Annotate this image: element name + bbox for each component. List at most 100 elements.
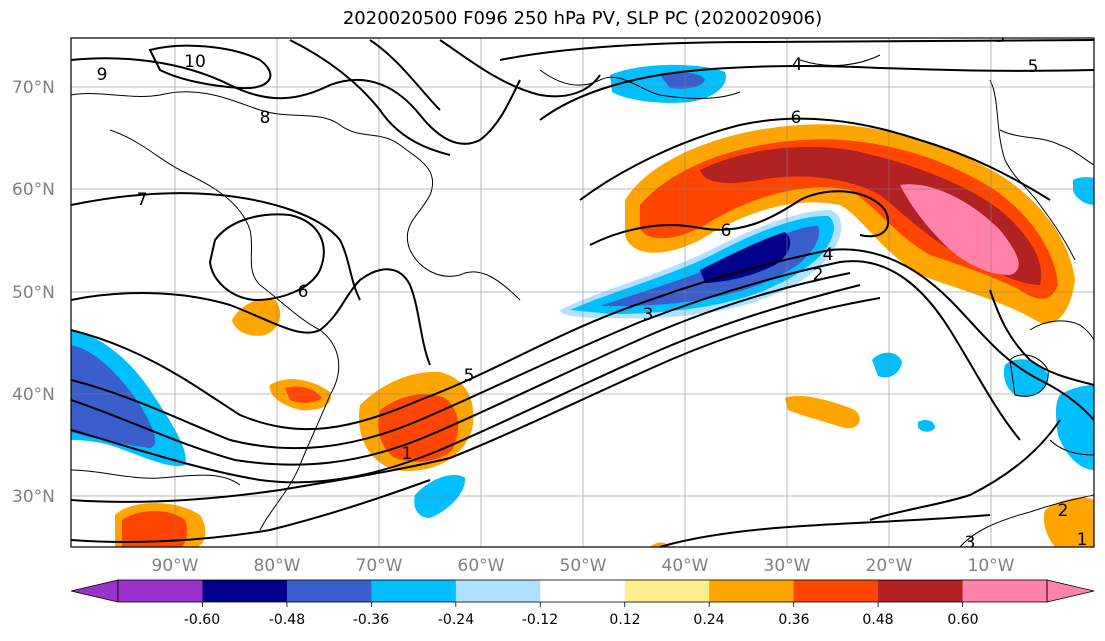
slp-contour	[539, 64, 1094, 121]
slp-contour	[71, 297, 881, 503]
slp-contour	[71, 57, 521, 145]
colorbar-tick-label: -0.12	[522, 612, 558, 628]
colorbar-extend-max	[1046, 579, 1095, 603]
lon-label: 20°W	[866, 556, 913, 576]
anomaly-east-edge	[1055, 385, 1094, 470]
colorbar-cell	[709, 580, 795, 602]
slp-contour	[869, 419, 1061, 521]
anomaly-small-4	[918, 420, 935, 432]
slp-contour	[659, 514, 991, 547]
slp-contour	[589, 190, 890, 246]
colorbar-cell	[202, 580, 288, 602]
colorbar-cell	[455, 580, 541, 602]
map-frame	[70, 37, 1095, 548]
lat-label: 40°N	[12, 385, 55, 405]
longitude-labels: 90°W 80°W 70°W 60°W 50°W 40°W 30°W 20°W …	[152, 556, 1015, 576]
lon-label: 50°W	[560, 556, 607, 576]
slp-contour	[499, 39, 1094, 61]
colorbar-cell	[962, 580, 1048, 602]
coast-france	[1029, 320, 1094, 341]
lat-label: 50°N	[12, 283, 55, 303]
anomaly-pink	[900, 184, 1019, 275]
contour-label: 2	[1058, 501, 1069, 521]
anomaly-se-corner	[1043, 497, 1094, 547]
contour-label: 5	[464, 366, 475, 386]
slp-contour	[71, 248, 1094, 431]
coast-hudson	[109, 129, 261, 286]
colorbar-cell	[624, 580, 710, 602]
contour-label: 1	[402, 444, 413, 464]
slp-contour	[71, 192, 361, 301]
contour-label: 6	[298, 282, 309, 302]
contour-label: 6	[721, 221, 732, 241]
anomaly-gulf-core	[122, 511, 188, 547]
contour-label: 4	[823, 245, 834, 265]
colorbar-tick-label: -0.60	[184, 612, 220, 628]
colorbar-outline	[117, 579, 1048, 603]
colorbar-tick-label: -0.36	[353, 612, 389, 628]
map-title: 2020020500 F096 250 hPa PV, SLP PC (2020…	[342, 8, 823, 29]
colorbar-cell	[371, 580, 457, 602]
coast-med	[1049, 439, 1094, 456]
colorbar-tick-label: 0.36	[778, 612, 809, 628]
slp-contour	[71, 479, 431, 543]
slp-contours	[71, 39, 1094, 547]
slp-contour	[289, 39, 451, 156]
colorbar-cells	[70, 579, 1095, 603]
slp-contour	[148, 44, 272, 90]
contour-label: 10	[184, 52, 206, 72]
coast-us-east	[259, 284, 340, 531]
slp-contour	[439, 39, 601, 98]
colorbar-tick-label: 0.60	[947, 612, 978, 628]
anomaly-small-1	[414, 474, 466, 518]
colorbar-cell	[878, 580, 964, 602]
map-background	[71, 38, 1094, 547]
anomaly-west-blue	[71, 345, 156, 448]
colorbar-tick-label: 0.12	[609, 612, 640, 628]
colorbar-tick-labels: -0.60 -0.48 -0.36 -0.24 -0.12 0.12 0.24 …	[184, 612, 979, 628]
lon-label: 70°W	[356, 556, 403, 576]
lat-label: 30°N	[12, 487, 55, 507]
lon-label: 10°W	[968, 556, 1015, 576]
colorbar-tick-label: -0.48	[269, 612, 305, 628]
contour-label: 1	[1077, 530, 1088, 550]
latitude-labels: 70°N 60°N 50°N 40°N 30°N	[12, 78, 55, 507]
anomaly-east-us-core	[285, 386, 322, 403]
slp-contour	[208, 213, 325, 302]
coast-gulf	[71, 469, 241, 486]
contour-label: 6	[791, 108, 802, 128]
contour-label: 9	[97, 65, 108, 85]
slp-contour	[71, 284, 861, 484]
coast-greenland-east	[799, 54, 881, 66]
map-layers: 10 9 8 7 6 6 6 5 5 4 4 3 2 1 5 3 1 2	[71, 38, 1094, 553]
contour-label: 7	[137, 190, 148, 210]
contour-label: 3	[965, 533, 976, 553]
contour-label: 5	[1028, 57, 1039, 77]
colorbar-tick-label: -0.24	[438, 612, 474, 628]
anomaly-navy	[700, 232, 791, 283]
gridlines	[71, 38, 1094, 547]
contour-label: 4	[792, 55, 803, 75]
coast-africa	[959, 494, 1094, 547]
colorbar-ticks	[202, 602, 963, 607]
lat-label: 60°N	[12, 180, 55, 200]
contour-label-group: 10 9 8 7 6 6 6 5 5 4 4 3 2 1 5 3 1 2	[97, 38, 1088, 553]
colorbar-extend-min	[70, 579, 119, 603]
lon-label: 30°W	[764, 556, 811, 576]
slp-contour	[71, 272, 851, 466]
coast-uk-region	[999, 129, 1094, 166]
contour-label: 2	[813, 265, 824, 285]
colorbar-cell	[286, 580, 372, 602]
colorbar-cell	[793, 580, 879, 602]
lon-label: 90°W	[152, 556, 199, 576]
colorbar-tick-label: 0.24	[693, 612, 724, 628]
anomaly-lakes	[232, 298, 281, 336]
anomaly-iberia	[1003, 359, 1048, 397]
lat-label: 70°N	[12, 78, 55, 98]
colorbar: -0.60 -0.48 -0.36 -0.24 -0.12 0.12 0.24 …	[70, 579, 1095, 628]
anomaly-small-3	[872, 352, 902, 378]
lon-label: 40°W	[662, 556, 709, 576]
coast-greenland-south	[539, 69, 741, 99]
anomaly-small-2	[785, 395, 860, 429]
slp-contour	[579, 117, 1051, 201]
